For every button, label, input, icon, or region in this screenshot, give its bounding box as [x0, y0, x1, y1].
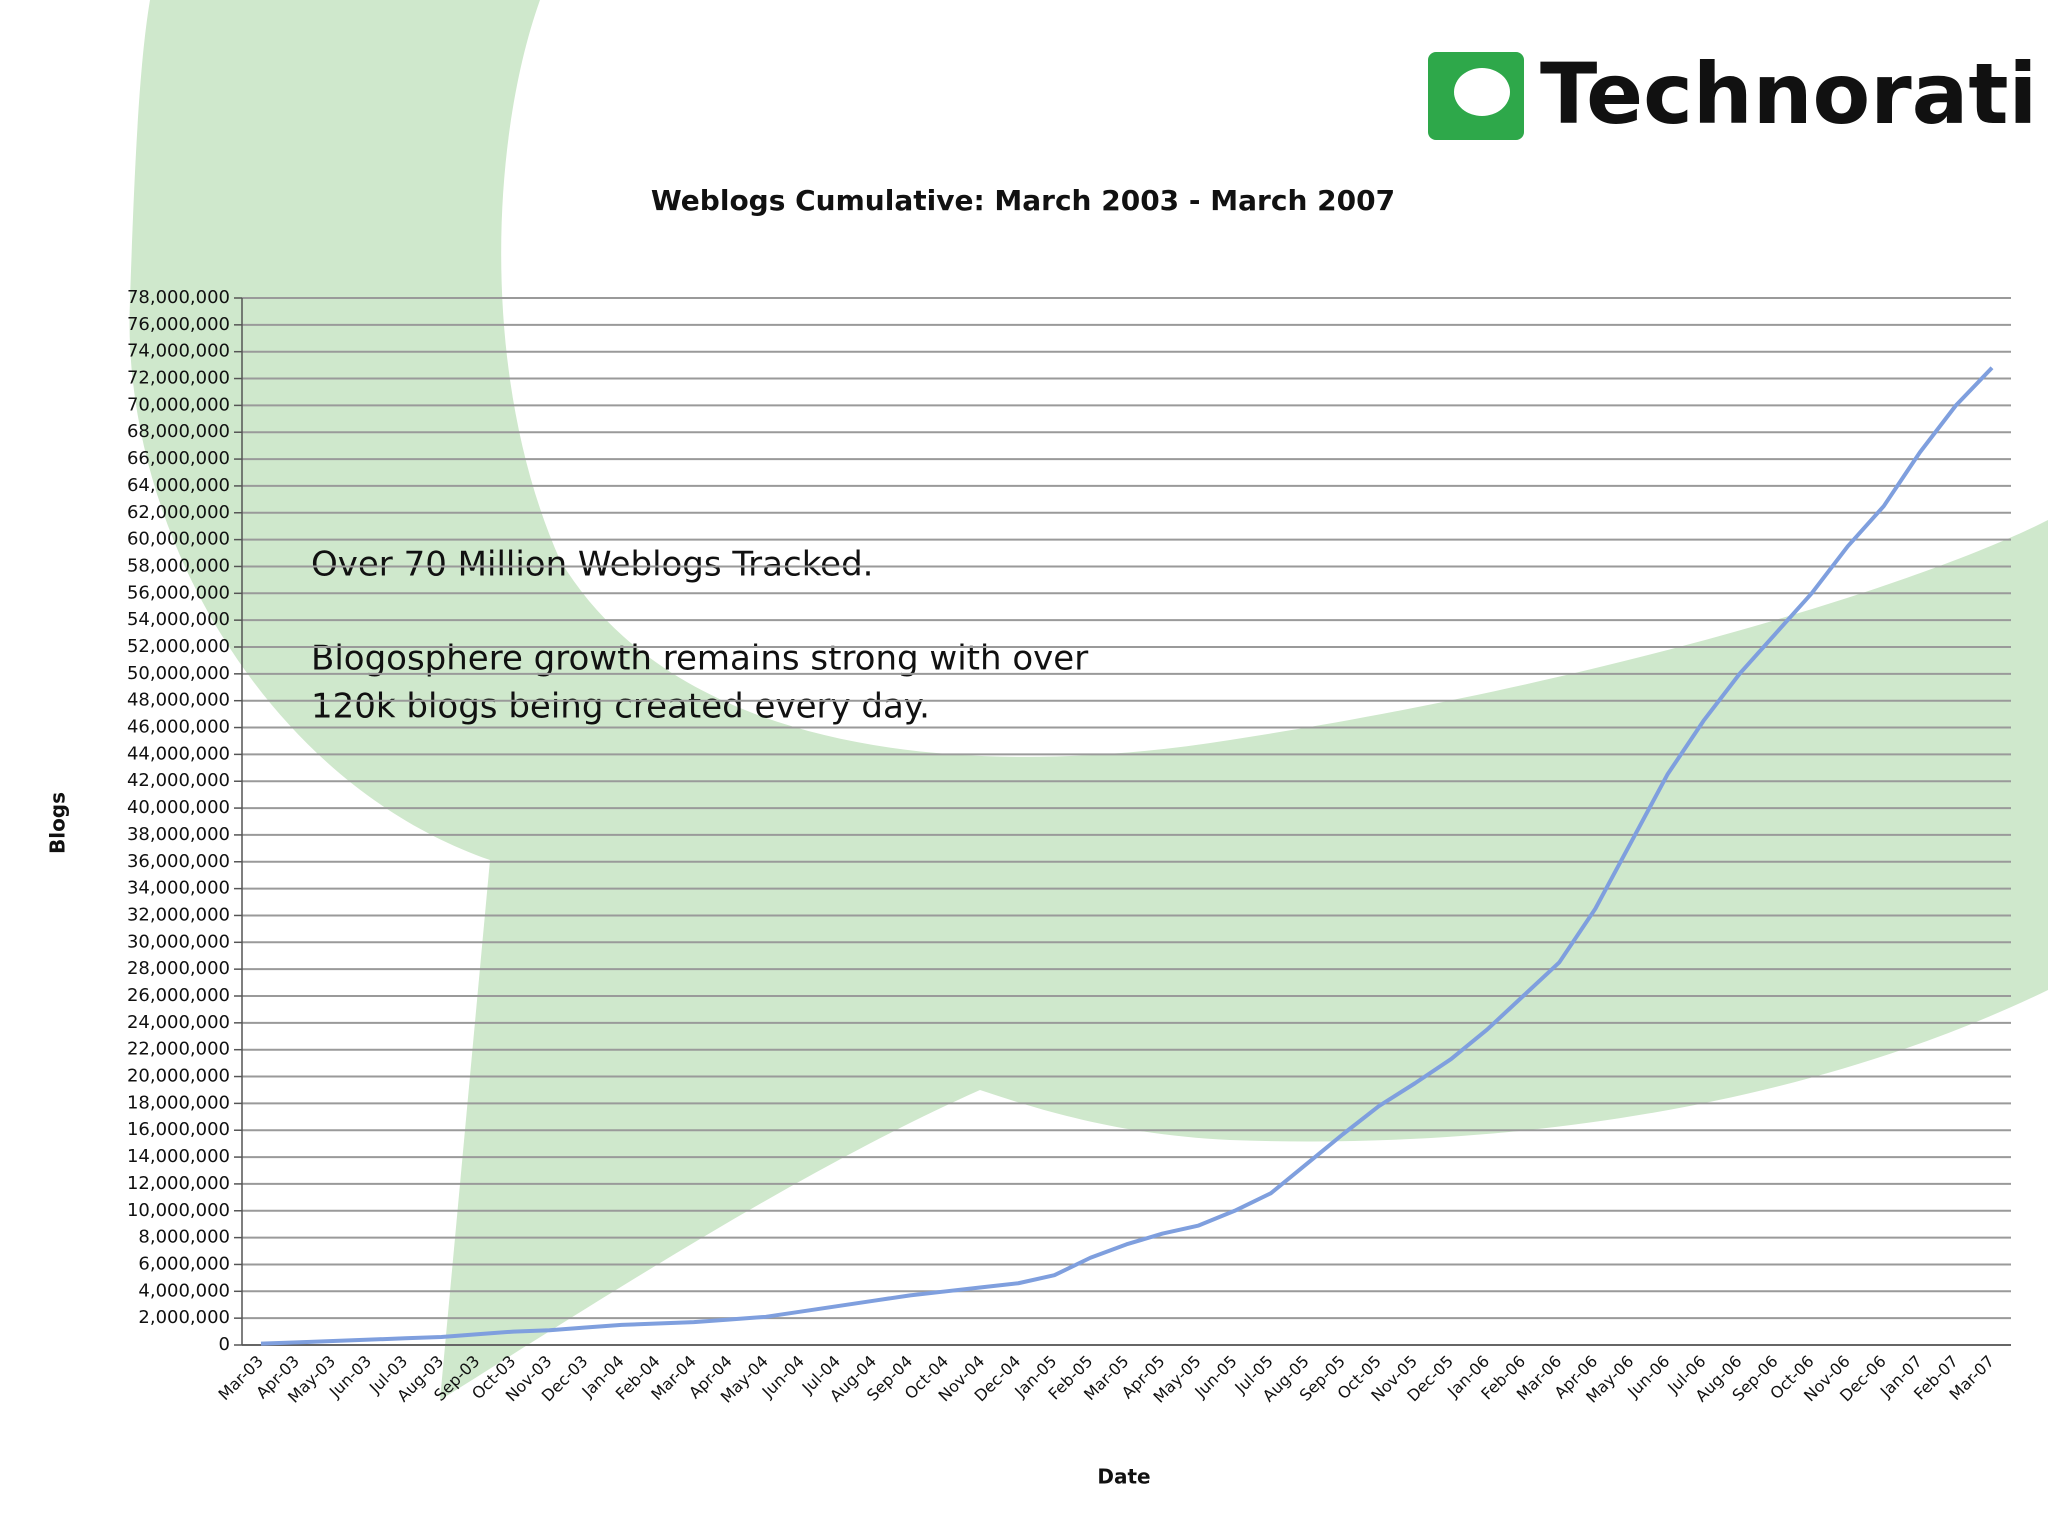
- y-tick-label: 70,000,000: [127, 394, 230, 415]
- y-tick-label: 60,000,000: [127, 529, 230, 550]
- y-tick-label: 28,000,000: [127, 958, 230, 979]
- y-tick-label: 58,000,000: [127, 555, 230, 576]
- y-tick-label: 4,000,000: [138, 1280, 230, 1301]
- y-tick-label: 34,000,000: [127, 878, 230, 899]
- y-tick-label: 30,000,000: [127, 931, 230, 952]
- chart-title: Weblogs Cumulative: March 2003 - March 2…: [651, 184, 1395, 217]
- annotation: Over 70 Million Weblogs Tracked.: [311, 545, 873, 585]
- y-tick-label: 74,000,000: [127, 341, 230, 362]
- y-tick-label: 64,000,000: [127, 475, 230, 496]
- y-tick-label: 52,000,000: [127, 636, 230, 657]
- y-tick-label: 8,000,000: [138, 1227, 230, 1248]
- y-tick-label: 46,000,000: [127, 717, 230, 738]
- y-tick-label: 68,000,000: [127, 421, 230, 442]
- y-tick-label: 14,000,000: [127, 1146, 230, 1167]
- y-tick-label: 38,000,000: [127, 824, 230, 845]
- y-tick-label: 76,000,000: [127, 314, 230, 335]
- y-tick-label: 36,000,000: [127, 851, 230, 872]
- y-axis-label: Blogs: [46, 792, 70, 854]
- y-tick-label: 32,000,000: [127, 904, 230, 925]
- data-line: [260, 366, 1994, 1346]
- annotation: Blogosphere growth remains strong with o…: [311, 639, 1088, 679]
- y-tick-label: 72,000,000: [127, 368, 230, 389]
- y-tick-label: 12,000,000: [127, 1173, 230, 1194]
- y-tick-label: 66,000,000: [127, 448, 230, 469]
- logo: Technorati: [1428, 45, 2037, 143]
- y-tick-label: 44,000,000: [127, 743, 230, 764]
- y-tick-label: 6,000,000: [138, 1253, 230, 1274]
- logo-text: Technorati: [1540, 45, 2037, 143]
- y-tick-label: 56,000,000: [127, 582, 230, 603]
- y-tick-label: 54,000,000: [127, 609, 230, 630]
- y-tick-label: 2,000,000: [138, 1307, 230, 1328]
- y-tick-label: 40,000,000: [127, 797, 230, 818]
- y-tick-label: 10,000,000: [127, 1200, 230, 1221]
- x-axis-label: Date: [1097, 1465, 1150, 1489]
- y-tick-label: 42,000,000: [127, 770, 230, 791]
- y-tick-label: 20,000,000: [127, 1066, 230, 1087]
- y-tick-label: 0: [219, 1334, 230, 1355]
- y-tick-label: 50,000,000: [127, 663, 230, 684]
- y-tick-label: 62,000,000: [127, 502, 230, 523]
- y-tick-label: 16,000,000: [127, 1119, 230, 1140]
- y-tick-label: 26,000,000: [127, 985, 230, 1006]
- logo-bubble: [1454, 68, 1510, 116]
- y-tick-label: 18,000,000: [127, 1092, 230, 1113]
- y-tick-label: 22,000,000: [127, 1039, 230, 1060]
- y-tick-label: 78,000,000: [127, 287, 230, 308]
- annotation: 120k blogs being created every day.: [311, 687, 930, 727]
- y-tick-label: 24,000,000: [127, 1012, 230, 1033]
- y-tick-label: 48,000,000: [127, 690, 230, 711]
